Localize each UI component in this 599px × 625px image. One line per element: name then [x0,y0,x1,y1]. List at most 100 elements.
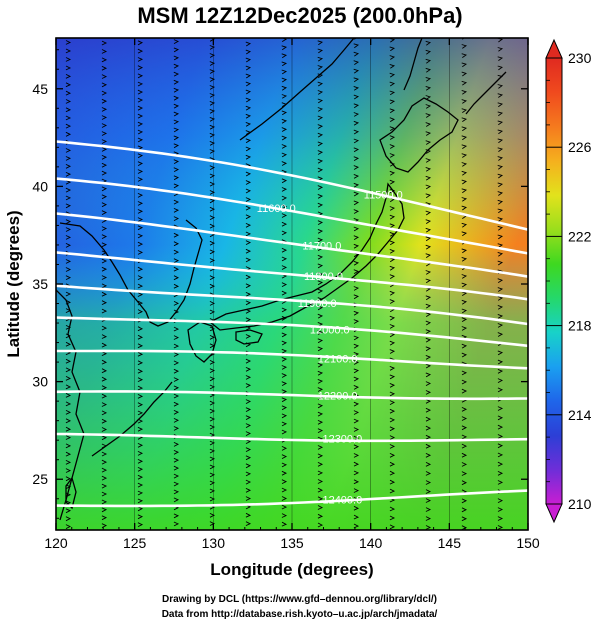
wind-arrow [101,308,108,314]
wind-arrow [101,170,108,176]
wind-arrow [317,271,324,277]
wind-arrow [498,29,502,33]
wind-arrow [353,60,360,65]
wind-arrow [461,144,468,149]
wind-arrow [173,216,180,221]
wind-arrow [281,161,288,166]
wind-arrow [281,247,288,253]
wind-arrow [281,77,288,83]
wind-arrow [317,193,324,199]
wind-arrow [245,197,252,202]
coastline-russia [239,38,355,141]
wind-arrow [209,488,216,494]
colorbar-tick-label: 230 [568,50,592,66]
wind-arrow [173,249,180,255]
contour-label: 12000.0 [310,325,350,337]
wind-arrow [461,388,468,394]
wind-arrow [173,111,180,117]
wind-arrow [173,47,180,53]
wind-arrow [173,95,180,101]
wind-arrow [497,313,504,319]
wind-arrow [137,89,144,95]
wind-arrow [65,267,72,272]
wind-arrow [497,470,504,476]
wind-arrow [245,334,252,339]
wind-arrow [245,463,252,469]
x-tick-label: 135 [280,535,304,551]
wind-arrow [137,466,144,472]
wind-arrow [389,426,396,432]
wind-arrow [65,341,72,347]
x-axis-label: Longitude (degrees) [210,560,373,579]
wind-arrow [65,82,72,88]
height-contour [56,390,528,401]
wind-arrow [101,162,108,168]
wind-arrow [281,405,288,411]
wind-arrow [137,385,144,391]
wind-arrow [281,496,288,501]
wind-arrow [389,81,396,87]
wind-arrow [65,401,72,407]
wind-arrow [353,260,360,266]
wind-arrow [173,521,180,527]
wind-arrow [137,209,144,214]
wind-arrow [209,223,216,229]
wind-arrow [245,257,252,263]
wind-arrow [101,410,108,416]
wind-arrow [461,507,468,513]
coastline-japan-hokkaido [379,97,459,173]
wind-arrow [245,383,252,388]
wind-arrow [461,135,468,141]
wind-arrow [425,104,432,109]
wind-arrow [245,57,252,63]
wind-arrow [497,434,504,439]
wind-arrow [389,444,396,449]
wind-arrow [461,299,468,305]
wind-arrow [281,187,288,192]
height-contours: 11500.0 11600.0 11700.0 11800.0 11900.0 12000… [56,140,528,508]
wind-arrow [137,73,144,79]
wind-arrow [281,178,288,184]
wind-arrow [425,416,432,422]
wind-arrow [461,62,468,68]
wind-arrow [389,435,396,440]
colorbar-tick-label: 226 [568,139,592,155]
wind-arrow [281,230,288,236]
wind-arrow [101,475,108,481]
wind-arrow [497,525,504,530]
wind-arrow [389,188,396,194]
wind-arrow [353,488,360,493]
wind-arrow [209,432,216,438]
wind-arrow [245,205,252,211]
wind-arrow [461,71,468,77]
wind-arrow [425,525,432,530]
wind-arrow [461,379,468,385]
wind-arrow [353,470,360,476]
wind-arrow [281,265,288,270]
wind-arrow [425,480,432,485]
wind-arrow [137,57,144,62]
wind-arrow [137,360,144,366]
wind-arrow [389,340,396,346]
wind-arrow [209,472,216,478]
wind-arrow [65,123,72,129]
x-tick-label: 120 [44,535,68,551]
wind-arrow [173,409,180,415]
wind-arrow [353,200,360,206]
wind-arrow [245,366,252,372]
wind-arrow [137,326,144,332]
wind-arrow [389,374,396,380]
wind-arrow [353,453,360,458]
wind-arrow [497,84,504,89]
wind-arrow [101,74,108,79]
wind-arrow [281,356,288,362]
wind-arrow [317,220,324,225]
wind-arrow [317,124,324,129]
wind-arrow [209,440,216,446]
x-tick-label: 150 [516,535,540,551]
wind-arrow [317,228,324,234]
wind-arrow [281,479,288,485]
wind-arrow [173,241,180,247]
wind-arrow [497,56,504,61]
wind-arrow [389,63,396,69]
